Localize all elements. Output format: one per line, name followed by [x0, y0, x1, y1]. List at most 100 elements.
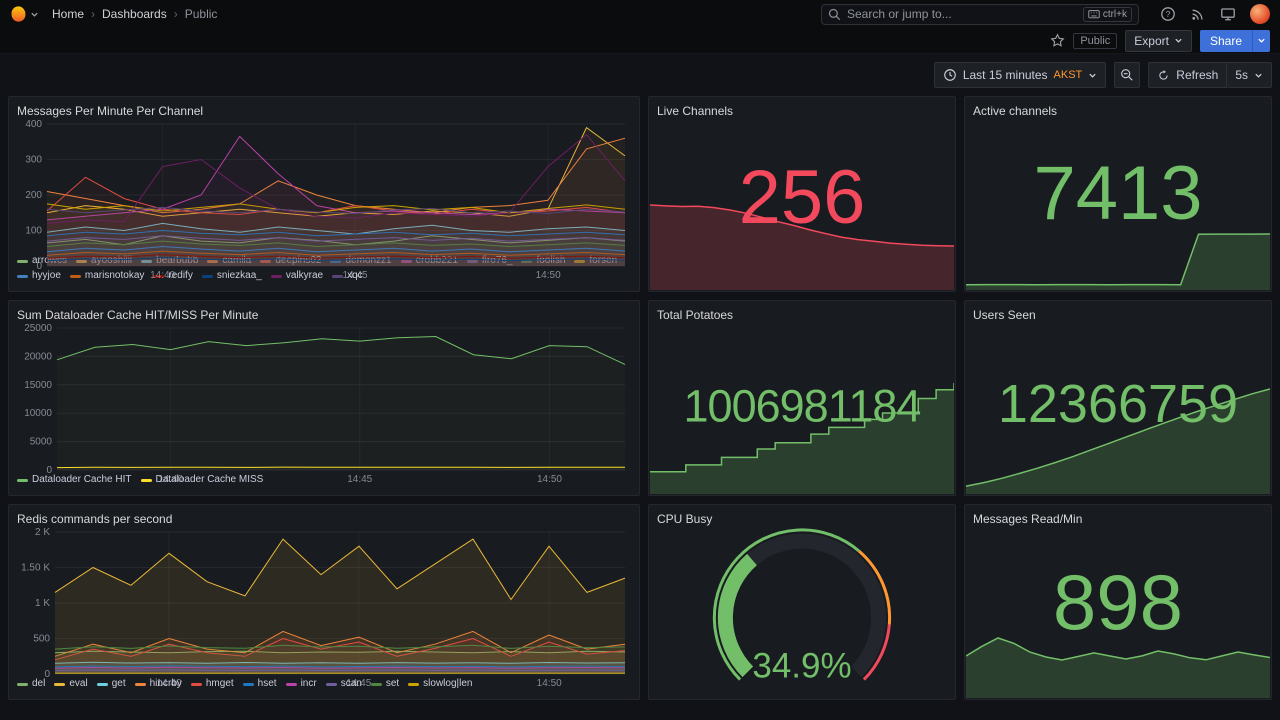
- legend-label: sniezkaa_: [216, 270, 262, 281]
- dataloader-chart[interactable]: 0 5000 10000 15000 20000 25000 14:40 14:45 14:50: [17, 324, 631, 485]
- active-channels-sparkline: [966, 232, 1270, 290]
- visibility-badge: Public: [1073, 32, 1118, 49]
- panel-title[interactable]: Messages Read/Min: [973, 512, 1083, 526]
- legend-label: forsen: [589, 255, 618, 266]
- help-button[interactable]: ?: [1160, 6, 1176, 22]
- legend-label: incr: [300, 678, 317, 689]
- panel-title[interactable]: Sum Dataloader Cache HIT/MISS Per Minute: [17, 308, 259, 322]
- svg-text:34.9%: 34.9%: [752, 646, 851, 685]
- panel-title[interactable]: Live Channels: [657, 104, 734, 118]
- search-input[interactable]: [847, 7, 1077, 21]
- panel-title[interactable]: Redis commands per second: [17, 512, 173, 526]
- live-channels-sparkline: [650, 203, 954, 290]
- svg-text:2 K: 2 K: [35, 528, 50, 538]
- timezone-label: AKST: [1053, 69, 1083, 81]
- clock-icon: [944, 69, 956, 81]
- svg-text:0: 0: [46, 465, 52, 476]
- legend-label: demonzz1: [345, 255, 392, 266]
- legend-marker: [17, 259, 28, 263]
- svg-text:14:45: 14:45: [347, 474, 372, 485]
- legend-item-redify[interactable]: redify: [153, 269, 193, 283]
- legend-item-bearbubb[interactable]: bearbubb: [141, 254, 198, 268]
- legend-item-demonzz1[interactable]: demonzz1: [330, 254, 392, 268]
- legend-marker: [96, 682, 108, 686]
- legend-label: eval: [69, 678, 88, 689]
- panel-title[interactable]: Active channels: [973, 104, 1058, 118]
- svg-text:10000: 10000: [24, 408, 52, 419]
- grafana-logo[interactable]: [10, 5, 39, 23]
- refresh-interval-picker[interactable]: 5s: [1227, 62, 1272, 88]
- legend-item-ayooshiiii[interactable]: ayooshiiii: [76, 254, 132, 268]
- legend-label: bearbubb: [156, 255, 199, 266]
- search-bar[interactable]: ctrl+k: [821, 3, 1139, 25]
- breadcrumb-dashboards[interactable]: Dashboards: [102, 7, 167, 21]
- legend-label: marisnotokay: [84, 270, 145, 281]
- svg-text:20000: 20000: [24, 351, 52, 362]
- legend-item-Dataloader Cache MISS[interactable]: Dataloader Cache MISS: [140, 473, 263, 487]
- legend-item-foolish[interactable]: foolish: [521, 254, 565, 268]
- legend-item-sniezkaa_[interactable]: sniezkaa_: [201, 269, 262, 283]
- dataloader-legend: Dataloader Cache HIT Dataloader Cache MIS…: [17, 473, 631, 487]
- legend-item-incr[interactable]: incr: [285, 677, 317, 691]
- legend-item-eval[interactable]: eval: [54, 677, 88, 691]
- panel-title[interactable]: Users Seen: [973, 308, 1036, 322]
- chevron-down-icon: [1255, 73, 1262, 78]
- legend-item-Dataloader Cache HIT[interactable]: Dataloader Cache HIT: [17, 473, 132, 487]
- legend-item-xqc[interactable]: xqc: [332, 269, 363, 283]
- org-chevron-down-icon: [31, 12, 38, 17]
- monitor-button[interactable]: [1220, 6, 1236, 22]
- share-menu-button[interactable]: [1252, 29, 1270, 52]
- zoom-out-button[interactable]: [1114, 62, 1141, 88]
- legend-item-hset[interactable]: hset: [242, 677, 277, 691]
- legend-label: scan: [340, 678, 362, 689]
- legend-label: xqc: [347, 270, 363, 281]
- legend-item-set[interactable]: set: [370, 677, 400, 691]
- svg-text:1 K: 1 K: [35, 598, 50, 609]
- legend-item-del[interactable]: del: [17, 677, 45, 691]
- news-button[interactable]: [1190, 6, 1206, 22]
- panel-active-channels: Active channels 7413: [964, 96, 1272, 292]
- chevron-down-icon: [1258, 38, 1265, 43]
- share-button[interactable]: Share: [1199, 29, 1252, 52]
- messages-chart[interactable]: 0 100 200 300 400 14:40 14:45 14:50: [17, 120, 631, 281]
- legend-item-deepins02[interactable]: deepins02: [260, 254, 321, 268]
- favorite-button[interactable]: [1050, 33, 1065, 48]
- svg-text:14:50: 14:50: [537, 678, 562, 689]
- legend-label: set: [385, 678, 400, 689]
- svg-text:300: 300: [25, 155, 42, 166]
- legend-item-forsen[interactable]: forsen: [574, 254, 617, 268]
- panel-title[interactable]: Messages Per Minute Per Channel: [17, 104, 204, 118]
- legend-marker: [141, 259, 153, 263]
- time-range-picker[interactable]: Last 15 minutes AKST: [933, 62, 1107, 88]
- legend-item-scan[interactable]: scan: [325, 677, 362, 691]
- legend-item-hincrby[interactable]: hincrby: [134, 677, 182, 691]
- breadcrumb-separator: ›: [91, 7, 96, 21]
- legend-label: Dataloader Cache HIT: [32, 474, 132, 485]
- avatar[interactable]: [1250, 4, 1270, 24]
- users-seen-sparkline: [966, 387, 1270, 495]
- redis-chart[interactable]: 0 500 1 K 1.50 K 2 K 14:40 14:45 14:50: [17, 528, 631, 689]
- legend-marker: [325, 682, 337, 686]
- legend-item-hyyjoe[interactable]: hyyjoe: [17, 269, 61, 283]
- legend-item-slowlog|len[interactable]: slowlog|len: [408, 677, 472, 691]
- refresh-button[interactable]: Refresh: [1148, 62, 1228, 88]
- panel-title[interactable]: CPU Busy: [657, 512, 713, 526]
- legend-item-marisnotokay[interactable]: marisnotokay: [69, 269, 145, 283]
- legend-label: hset: [257, 678, 277, 689]
- legend-item-get[interactable]: get: [96, 677, 126, 691]
- help-icon: ?: [1161, 7, 1175, 21]
- export-button[interactable]: Export: [1125, 29, 1192, 52]
- breadcrumb-home[interactable]: Home: [52, 7, 85, 21]
- chevron-down-icon: [1175, 38, 1182, 43]
- legend-label: foolish: [536, 255, 566, 266]
- stat-value: 256: [738, 154, 866, 240]
- svg-text:15000: 15000: [24, 380, 52, 391]
- grafana-flame-icon: [11, 6, 26, 22]
- svg-text:14:40: 14:40: [150, 270, 175, 281]
- panel-title[interactable]: Total Potatoes: [657, 308, 734, 322]
- svg-text:14:40: 14:40: [156, 678, 181, 689]
- legend-item-valkyrae[interactable]: valkyrae: [270, 269, 323, 283]
- shortcut-badge: ctrl+k: [1082, 6, 1132, 22]
- legend-marker: [370, 682, 382, 686]
- legend-item-hmget[interactable]: hmget: [190, 677, 234, 691]
